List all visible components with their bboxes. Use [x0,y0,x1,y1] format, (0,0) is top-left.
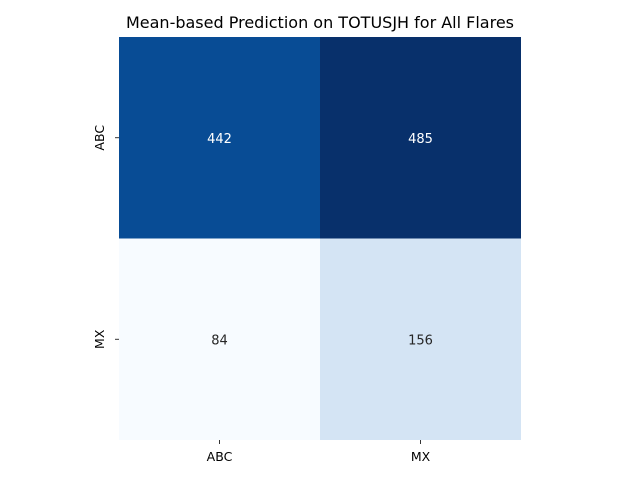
cell-value-label-r0-c0: 442 [207,132,232,147]
y-tick-label-1: MX [92,329,107,349]
y-tick-label-0: ABC [92,125,107,151]
chart-title: Mean-based Prediction on TOTUSJH for All… [126,13,514,32]
x-tick-label-1: MX [411,449,431,464]
x-tick-label-0: ABC [207,449,233,464]
y-axis-ticks: ABC MX [92,125,119,349]
cell-value-label-r0-c1: 485 [408,132,433,147]
cell-value-label-r1-c0: 84 [211,333,228,348]
heatmap-cells: 442 485 84 156 [119,37,521,440]
x-axis-ticks: ABC MX [207,440,431,464]
cell-value-label-r1-c1: 156 [408,333,433,348]
